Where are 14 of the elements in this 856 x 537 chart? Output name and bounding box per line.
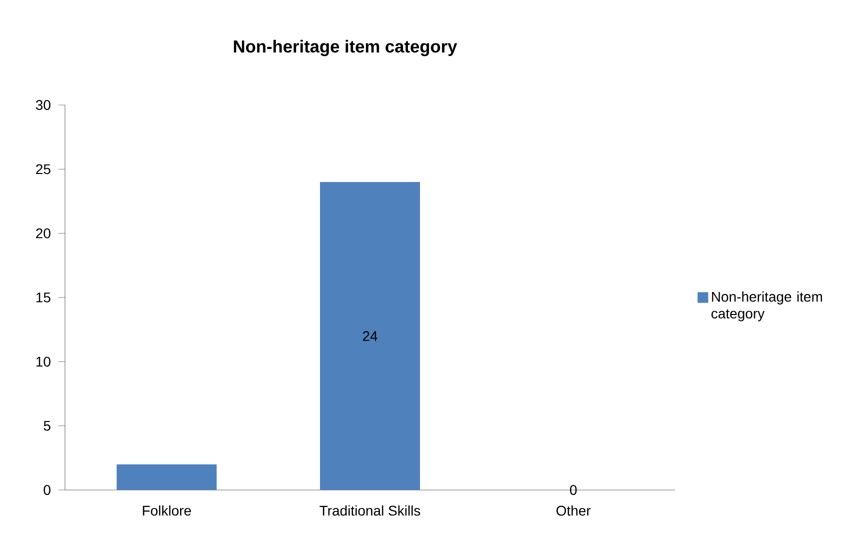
y-tick-label: 20 <box>36 228 50 238</box>
y-tick-label: 15 <box>36 292 50 302</box>
data-label: 24 <box>362 331 378 341</box>
data-label: 0 <box>570 485 577 495</box>
x-tick-label: Folklore <box>142 505 191 516</box>
y-tick-label: 25 <box>36 164 50 174</box>
y-tick-label: 30 <box>36 100 50 110</box>
x-tick-label: Other <box>556 505 591 516</box>
y-tick-label: 10 <box>36 356 50 367</box>
chart-title: Non-heritage item category <box>234 40 458 56</box>
x-tick-label: Traditional Skills <box>320 505 420 516</box>
y-tick-label: 0 <box>44 485 50 495</box>
y-tick-label: 5 <box>44 420 50 431</box>
legend-label: Non-heritage item category <box>711 291 822 322</box>
